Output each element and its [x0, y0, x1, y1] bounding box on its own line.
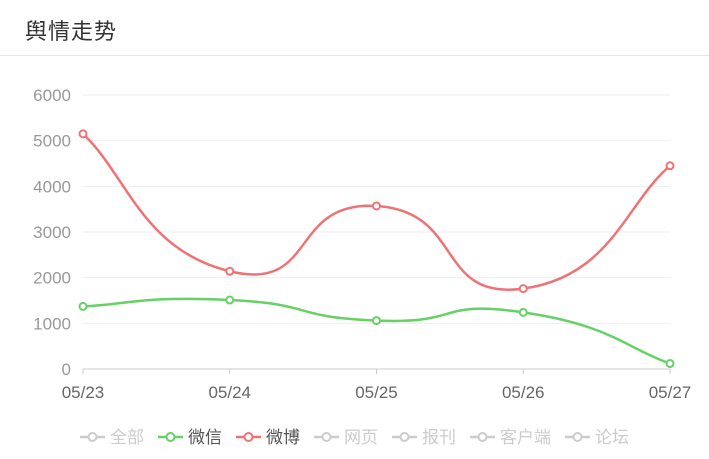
legend-marker-icon [572, 432, 583, 442]
card-header: 舆情走势 [0, 0, 709, 56]
data-point [78, 129, 88, 139]
legend-item-微博[interactable]: 微博 [236, 428, 300, 448]
legend-marker-icon [165, 432, 176, 442]
y-tick-label: 0 [62, 360, 71, 379]
legend-label: 客户端 [500, 428, 551, 448]
series-line-微博 [82, 132, 671, 291]
series-line-微信 [82, 297, 671, 365]
x-tick-label: 05/23 [62, 383, 105, 402]
legend-item-客户端[interactable]: 客户端 [470, 428, 551, 448]
legend-marker-icon [87, 432, 98, 442]
y-tick-label: 6000 [33, 86, 71, 105]
legend-marker-icon [477, 432, 488, 442]
y-tick-label: 2000 [33, 269, 71, 288]
y-axis-tick-labels: 0 1000 2000 3000 4000 5000 6000 [33, 86, 71, 379]
legend-label: 全部 [110, 428, 144, 448]
legend-item-全部[interactable]: 全部 [80, 428, 144, 448]
x-tick-label: 05/25 [355, 383, 398, 402]
y-tick-label: 1000 [33, 314, 71, 333]
legend-item-报刊[interactable]: 报刊 [392, 428, 456, 448]
series-lines [82, 132, 671, 365]
data-point [518, 284, 528, 294]
x-axis: 05/23 05/24 05/25 05/26 05/27 [62, 368, 692, 402]
data-point [665, 359, 675, 369]
legend-label: 网页 [344, 428, 378, 448]
y-tick-label: 4000 [33, 177, 71, 196]
data-point [225, 266, 235, 276]
legend-label: 微博 [266, 428, 300, 448]
legend-item-网页[interactable]: 网页 [314, 428, 378, 448]
series-points [78, 129, 675, 369]
y-tick-label: 5000 [33, 132, 71, 151]
y-tick-label: 3000 [33, 223, 71, 242]
data-point [665, 161, 675, 171]
legend-label: 报刊 [422, 428, 456, 448]
x-tick-label: 05/24 [208, 383, 251, 402]
legend-item-微信[interactable]: 微信 [158, 428, 222, 448]
data-point [372, 201, 381, 211]
legend: 全部 微信 微博 网页 报刊 客户端 论坛 [80, 428, 629, 448]
data-point [518, 307, 528, 317]
legend-label: 论坛 [595, 428, 629, 448]
legend-label: 微信 [188, 428, 222, 448]
data-point [78, 301, 88, 311]
panel-title: 舆情走势 [25, 19, 118, 44]
legend-marker-icon [399, 432, 410, 442]
legend-marker-icon [243, 432, 254, 442]
x-tick-label: 05/27 [649, 383, 692, 402]
legend-item-论坛[interactable]: 论坛 [565, 428, 629, 448]
x-tick-label: 05/26 [502, 383, 545, 402]
data-point [225, 295, 235, 305]
legend-marker-icon [321, 432, 332, 442]
data-point [372, 316, 381, 326]
